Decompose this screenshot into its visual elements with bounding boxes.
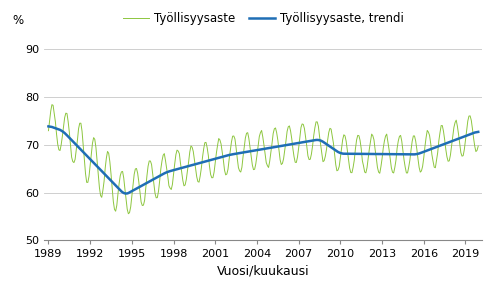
Työllisyysaste bbox=[267, 159, 273, 163]
Y-axis label: %: % bbox=[12, 14, 24, 27]
Työllisyysaste, trendi bbox=[100, 171, 106, 174]
Työllisyysaste bbox=[475, 144, 481, 148]
Työllisyysaste bbox=[363, 171, 369, 175]
Työllisyysaste, trendi bbox=[475, 130, 481, 134]
X-axis label: Vuosi/kuukausi: Vuosi/kuukausi bbox=[217, 265, 309, 278]
Työllisyysaste, trendi bbox=[191, 163, 197, 166]
Työllisyysaste bbox=[192, 166, 198, 169]
Työllisyysaste bbox=[125, 212, 131, 215]
Työllisyysaste bbox=[49, 103, 55, 106]
Työllisyysaste, trendi bbox=[45, 125, 51, 128]
Työllisyysaste, trendi bbox=[266, 146, 272, 150]
Line: Työllisyysaste: Työllisyysaste bbox=[48, 105, 478, 214]
Työllisyysaste bbox=[101, 180, 107, 183]
Työllisyysaste, trendi bbox=[362, 152, 368, 156]
Työllisyysaste bbox=[468, 118, 474, 122]
Työllisyysaste bbox=[117, 174, 123, 177]
Työllisyysaste, trendi bbox=[123, 192, 129, 195]
Työllisyysaste, trendi bbox=[116, 187, 122, 191]
Line: Työllisyysaste, trendi: Työllisyysaste, trendi bbox=[48, 126, 478, 194]
Legend: Työllisyysaste, Työllisyysaste, trendi: Työllisyysaste, Työllisyysaste, trendi bbox=[123, 12, 403, 25]
Työllisyysaste, trendi bbox=[467, 132, 473, 136]
Työllisyysaste bbox=[45, 129, 51, 132]
